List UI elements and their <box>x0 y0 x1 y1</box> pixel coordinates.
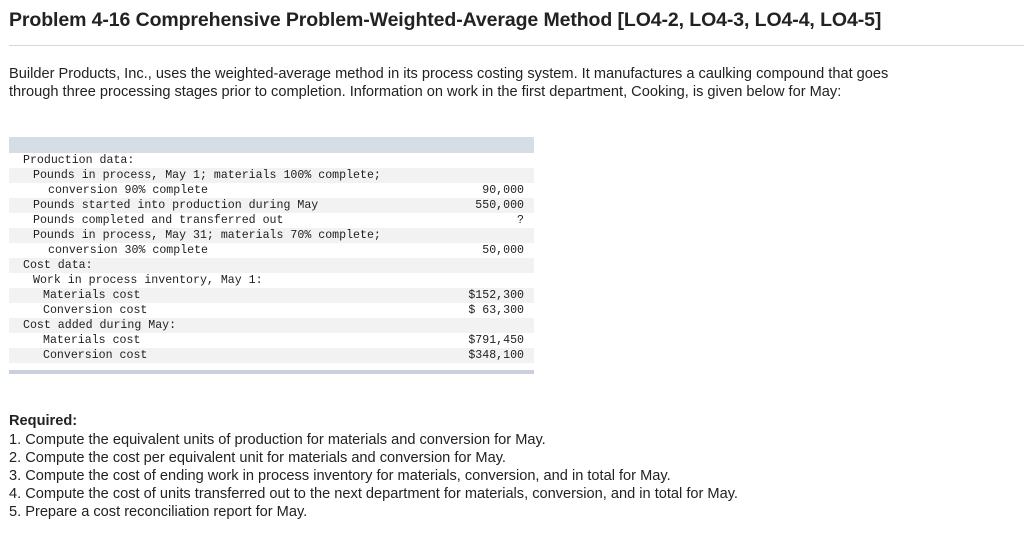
table-row-value: $348,100 <box>468 349 524 362</box>
table-row: Pounds in process, May 1; materials 100%… <box>9 168 534 183</box>
table-row: Pounds in process, May 31; materials 70%… <box>9 228 534 243</box>
table-row: Cost data: <box>9 258 534 273</box>
table-row-label: Materials cost <box>43 289 141 302</box>
table-row: Work in process inventory, May 1: <box>9 273 534 288</box>
table-row-value: 550,000 <box>475 199 524 212</box>
table-row-value: $152,300 <box>468 289 524 302</box>
table-row-label: Production data: <box>23 154 135 167</box>
table-row-label: conversion 90% complete <box>48 184 209 197</box>
table-row-label: Materials cost <box>43 334 141 347</box>
table-row-label: Pounds in process, May 31; materials 70%… <box>33 229 381 242</box>
table-row-label: Conversion cost <box>43 304 148 317</box>
table-row: Pounds started into production during Ma… <box>9 198 534 213</box>
table-row-label: Cost added during May: <box>23 319 177 332</box>
table-row-label: Pounds completed and transferred out <box>33 214 284 227</box>
title-divider <box>9 45 1024 46</box>
table-row-label: Pounds started into production during Ma… <box>33 199 319 212</box>
table-row: conversion 30% complete 50,000 <box>9 243 534 258</box>
required-list: 1. Compute the equivalent units of produ… <box>9 431 738 521</box>
table-row: Cost added during May: <box>9 318 534 333</box>
table-row: Production data: <box>9 153 534 168</box>
required-item-2: 2. Compute the cost per equivalent unit … <box>9 450 506 466</box>
table-row-value: $791,450 <box>468 334 524 347</box>
table-row: Materials cost $152,300 <box>9 288 534 303</box>
table-row-value: 90,000 <box>482 184 524 197</box>
table-row: Conversion cost $ 63,300 <box>9 303 534 318</box>
table-header-band <box>9 137 534 153</box>
table-row-label: conversion 30% complete <box>48 244 209 257</box>
required-item-1: 1. Compute the equivalent units of produ… <box>9 432 546 448</box>
table-row-value: $ 63,300 <box>468 304 524 317</box>
required-item-4: 4. Compute the cost of units transferred… <box>9 486 738 502</box>
required-item-3: 3. Compute the cost of ending work in pr… <box>9 468 671 484</box>
table-row: Materials cost $791,450 <box>9 333 534 348</box>
table-row-label: Conversion cost <box>43 349 148 362</box>
problem-intro: Builder Products, Inc., uses the weighte… <box>9 66 889 100</box>
data-table: Production data: Pounds in process, May 1… <box>9 137 534 373</box>
required-item-5: 5. Prepare a cost reconciliation report … <box>9 504 308 520</box>
table-bottom-rule <box>9 370 534 374</box>
required-heading: Required: <box>9 413 78 429</box>
table-row: Conversion cost $348,100 <box>9 348 534 363</box>
table-row-label: Cost data: <box>23 259 93 272</box>
table-row-value: 50,000 <box>482 244 524 257</box>
table-row: conversion 90% complete 90,000 <box>9 183 534 198</box>
table-row-label: Work in process inventory, May 1: <box>33 274 263 287</box>
problem-title: Problem 4-16 Comprehensive Problem-Weigh… <box>9 9 882 31</box>
table-row-label: Pounds in process, May 1; materials 100%… <box>33 169 381 182</box>
table-row: Pounds completed and transferred out? <box>9 213 534 228</box>
table-row-value: ? <box>517 214 524 227</box>
